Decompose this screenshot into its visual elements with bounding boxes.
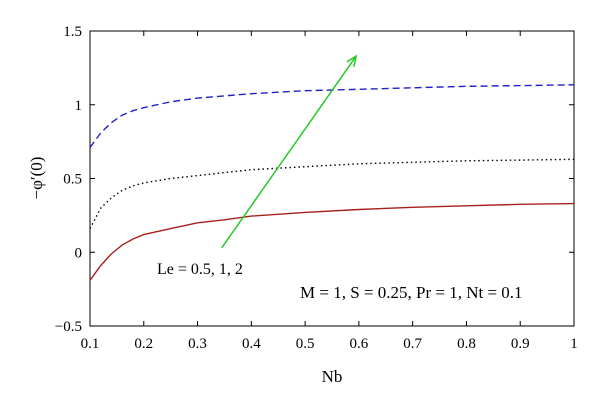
y-tick-label: 0	[75, 245, 83, 261]
series-layer	[89, 84, 575, 281]
x-axis-label: Nb	[322, 367, 343, 386]
x-tick-label: 0.7	[403, 336, 422, 352]
series-line-solid	[89, 202, 575, 281]
x-tick-label: 0.4	[242, 336, 261, 352]
x-tick-label: 0.8	[457, 336, 476, 352]
params-annotation: M = 1, S = 0.25, Pr = 1, Nt = 0.1	[300, 283, 523, 302]
plot-frame	[89, 30, 575, 327]
x-tick-label: 0.9	[511, 336, 530, 352]
series-line-dotted	[89, 158, 575, 229]
y-tick-label: 1	[75, 98, 83, 114]
trend-arrow-line	[221, 55, 357, 249]
arrow-layer	[221, 54, 358, 249]
x-tick-label: 0.2	[134, 336, 153, 352]
le-annotation: Le = 0.5, 1, 2	[157, 261, 243, 278]
x-tick-label: 0.3	[188, 336, 207, 352]
y-tick-label: −0.5	[55, 319, 82, 335]
x-tick-label: 0.1	[81, 336, 100, 352]
x-tick-label: 1	[570, 336, 578, 352]
y-tick-label: 0.5	[63, 172, 82, 188]
x-tick-label: 0.6	[350, 336, 369, 352]
y-axis-ticks: −0.5 0 0.5 1 1.5	[55, 24, 574, 335]
x-tick-label: 0.5	[296, 336, 315, 352]
trend-arrow-head	[346, 54, 358, 67]
x-axis-ticks: 0.1 0.2 0.3 0.4 0.5 0.6 0.7 0.8 0.9 1	[81, 31, 578, 352]
series-line-dashed	[89, 84, 575, 148]
y-tick-label: 1.5	[63, 24, 82, 40]
y-axis-label: −φ′(0)	[27, 157, 46, 200]
